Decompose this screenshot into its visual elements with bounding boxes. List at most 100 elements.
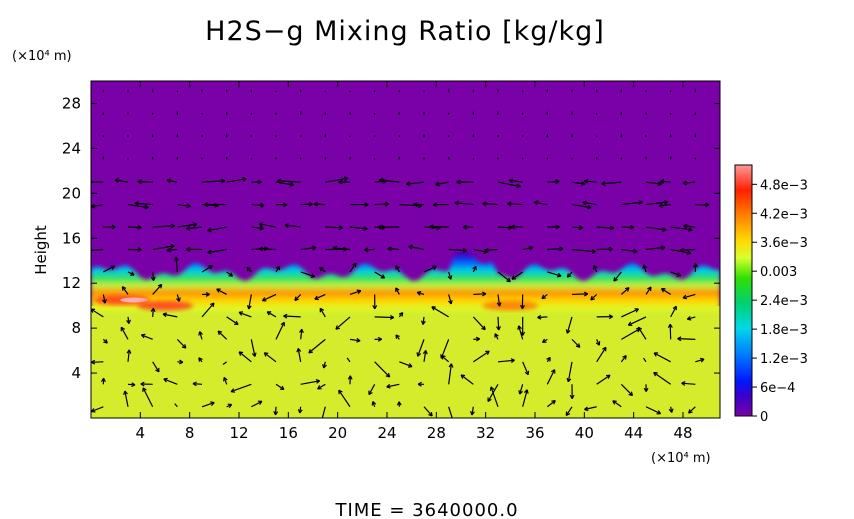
wind-vector-head: [575, 343, 581, 348]
colorbar-tick-label: 2.4e−3: [760, 294, 808, 309]
wind-vector-head: [624, 287, 630, 292]
wind-vector-head: [507, 201, 512, 207]
wind-vector: [177, 223, 197, 228]
wind-vector: [121, 286, 129, 295]
wind-vector-head: [447, 275, 453, 280]
wind-vector-head: [679, 247, 684, 253]
wind-vector-head: [314, 295, 319, 301]
hotspots: [93, 295, 539, 311]
wind-vector-head: [170, 243, 175, 249]
wind-vector-head: [663, 199, 669, 205]
wind-vector-head: [516, 183, 521, 189]
wind-vector: [448, 294, 452, 305]
wind-vector: [522, 246, 534, 251]
wind-vector: [571, 248, 596, 253]
wind-vector-head: [386, 383, 391, 389]
wind-vector: [283, 315, 301, 318]
wind-vector-head: [591, 249, 596, 254]
wind-vector-head: [565, 411, 571, 417]
wind-vector-head: [511, 275, 517, 280]
wind-vector-head: [137, 224, 142, 230]
wind-vector: [571, 226, 583, 229]
wind-vector: [670, 271, 681, 277]
wind-vector: [658, 203, 671, 207]
wind-vector-head: [456, 179, 461, 185]
wind-vector: [300, 329, 303, 340]
wind-vector-head: [372, 305, 378, 310]
wind-vector-head: [608, 246, 613, 252]
wind-vector: [142, 387, 154, 408]
wind-vector-head: [482, 291, 487, 297]
wind-vector: [621, 328, 641, 340]
wind-vector-head: [672, 305, 677, 311]
wind-vector: [482, 202, 499, 206]
wind-vector-head: [150, 307, 156, 313]
wind-vector: [335, 316, 351, 330]
wind-vector: [612, 400, 622, 408]
wind-vector: [374, 271, 386, 279]
wind-vector-head: [595, 341, 601, 346]
wind-vector: [300, 271, 315, 278]
x-axis: 4 8 12 16 20 24 28 32 36 40 44 48: [136, 81, 693, 442]
wind-vector-head: [432, 265, 437, 270]
x-tick-label: 4: [136, 424, 146, 442]
wind-vector: [177, 203, 191, 207]
wind-vector-head: [198, 331, 203, 336]
wind-vector: [628, 316, 647, 326]
wind-vector: [207, 226, 227, 232]
wind-vector-head: [496, 302, 502, 307]
wind-vector: [338, 389, 351, 408]
wind-vector-head: [121, 286, 127, 291]
wind-vector: [166, 179, 178, 183]
wind-vector-head: [111, 224, 116, 230]
colorbar-tick-label: 1.8e−3: [760, 323, 808, 338]
wind-vectors: [91, 88, 710, 418]
wind-vector-head: [580, 181, 586, 186]
colorbar-ticks: 0 6e−4 1.2e−3 1.8e−3 2.4e−3 0.003 3.6e−3 4.2e−3…: [752, 178, 808, 425]
interface-band: [91, 250, 720, 312]
colorbar-tick-label: 6e−4: [760, 381, 795, 396]
wind-vector: [490, 386, 499, 407]
wind-vector: [423, 350, 427, 362]
wind-vector: [645, 286, 652, 295]
wind-vector-head: [380, 274, 386, 279]
y-tick-label: 16: [62, 229, 81, 247]
wind-vector-head: [279, 385, 285, 391]
y-tick-label: 24: [62, 139, 81, 157]
wind-vector: [387, 248, 400, 251]
wind-vector-head: [209, 302, 215, 308]
hotspot: [482, 300, 539, 311]
wind-vector: [300, 380, 320, 385]
wind-vector-head: [583, 178, 589, 184]
wind-vector: [222, 361, 228, 365]
wind-vector-head: [163, 377, 168, 383]
wind-vector-head: [123, 390, 128, 395]
time-footer: TIME = 3640000.0: [334, 500, 518, 519]
wind-vector-head: [283, 313, 288, 319]
wind-vector: [199, 331, 203, 340]
wind-vector: [349, 290, 361, 296]
wind-vector: [103, 265, 115, 273]
wind-vector: [152, 284, 163, 295]
wind-vector-head: [506, 277, 511, 283]
wind-vector: [226, 316, 239, 325]
wind-vector-head: [416, 352, 422, 357]
wind-vector-head: [260, 202, 265, 208]
wind-vector-head: [699, 357, 705, 363]
y-axis: 4 8 12 16 20 24 28: [62, 94, 720, 382]
wind-vector: [314, 203, 326, 206]
wind-vector: [216, 288, 227, 295]
wind-vector-head: [242, 176, 247, 182]
wind-vector-head: [628, 391, 634, 397]
wind-vector: [201, 180, 226, 183]
wind-vector: [275, 383, 285, 391]
wind-vector-head: [315, 379, 321, 384]
wind-vector-head: [198, 357, 203, 362]
x-tick-label: 48: [673, 424, 692, 442]
wind-vector-head: [338, 225, 344, 231]
wind-vector-head: [475, 336, 481, 342]
wind-vector-head: [660, 245, 666, 251]
wind-vector: [186, 226, 203, 230]
wind-vector-head: [258, 222, 264, 227]
wind-vector: [661, 288, 671, 295]
